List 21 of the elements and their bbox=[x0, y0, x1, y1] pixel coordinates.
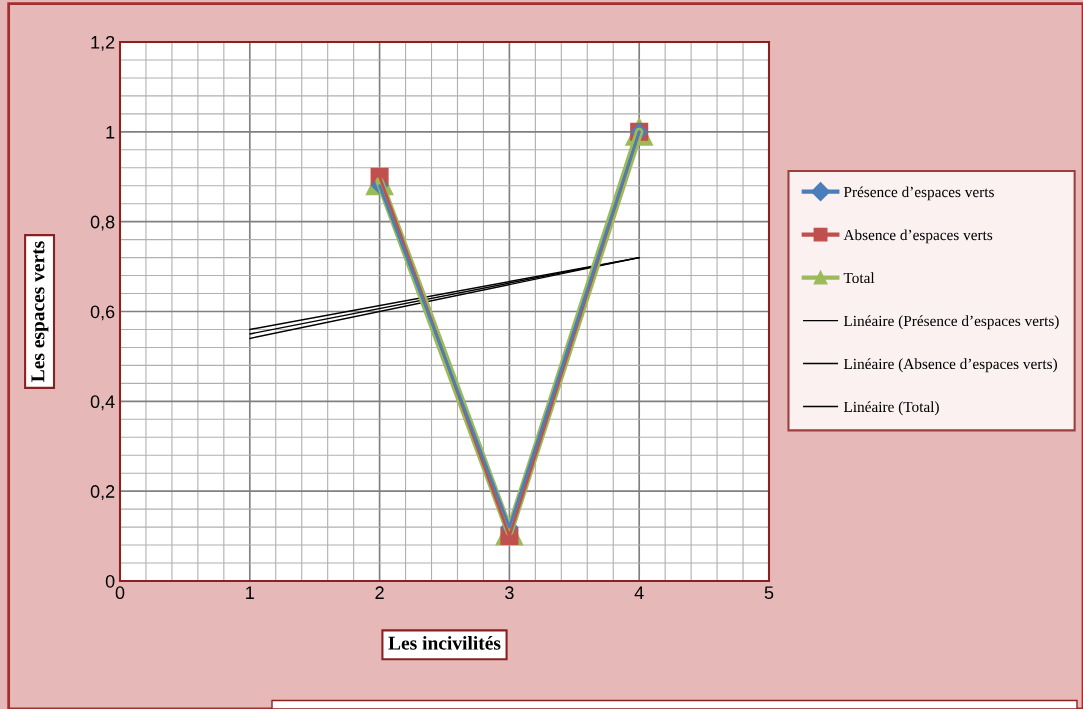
y-tick-label: 0 bbox=[105, 574, 115, 588]
y-tick-label: 0,6 bbox=[90, 305, 115, 321]
x-tick-label: 0 bbox=[115, 586, 125, 600]
y-tick-label: 0,4 bbox=[90, 395, 115, 411]
x-tick-label: 2 bbox=[375, 586, 384, 599]
x-tick-label: 4 bbox=[634, 586, 644, 599]
y-tick-label: 1 bbox=[106, 125, 115, 139]
x-tick-label: 5 bbox=[764, 586, 774, 600]
y-tick-label: 0,8 bbox=[90, 215, 115, 231]
legend-label: Total bbox=[843, 272, 875, 284]
legend-label: Linéaire (Absence d’espaces verts) bbox=[843, 358, 1057, 373]
legend-label: Présence d’espaces verts bbox=[843, 186, 994, 201]
y-axis-title: Les espaces verts bbox=[31, 241, 49, 382]
x-tick-label: 1 bbox=[246, 586, 254, 599]
legend-label: Linéaire (Présence d’espaces verts) bbox=[843, 315, 1059, 330]
x-axis-title: Les incivilités bbox=[388, 636, 501, 650]
x-tick-label: 3 bbox=[505, 586, 514, 600]
legend-label: Linéaire (Total) bbox=[843, 401, 939, 416]
legend-label: Absence d’espaces verts bbox=[843, 229, 993, 244]
y-tick-label: 0,2 bbox=[90, 485, 115, 501]
y-tick-label: 1,2 bbox=[91, 35, 115, 51]
